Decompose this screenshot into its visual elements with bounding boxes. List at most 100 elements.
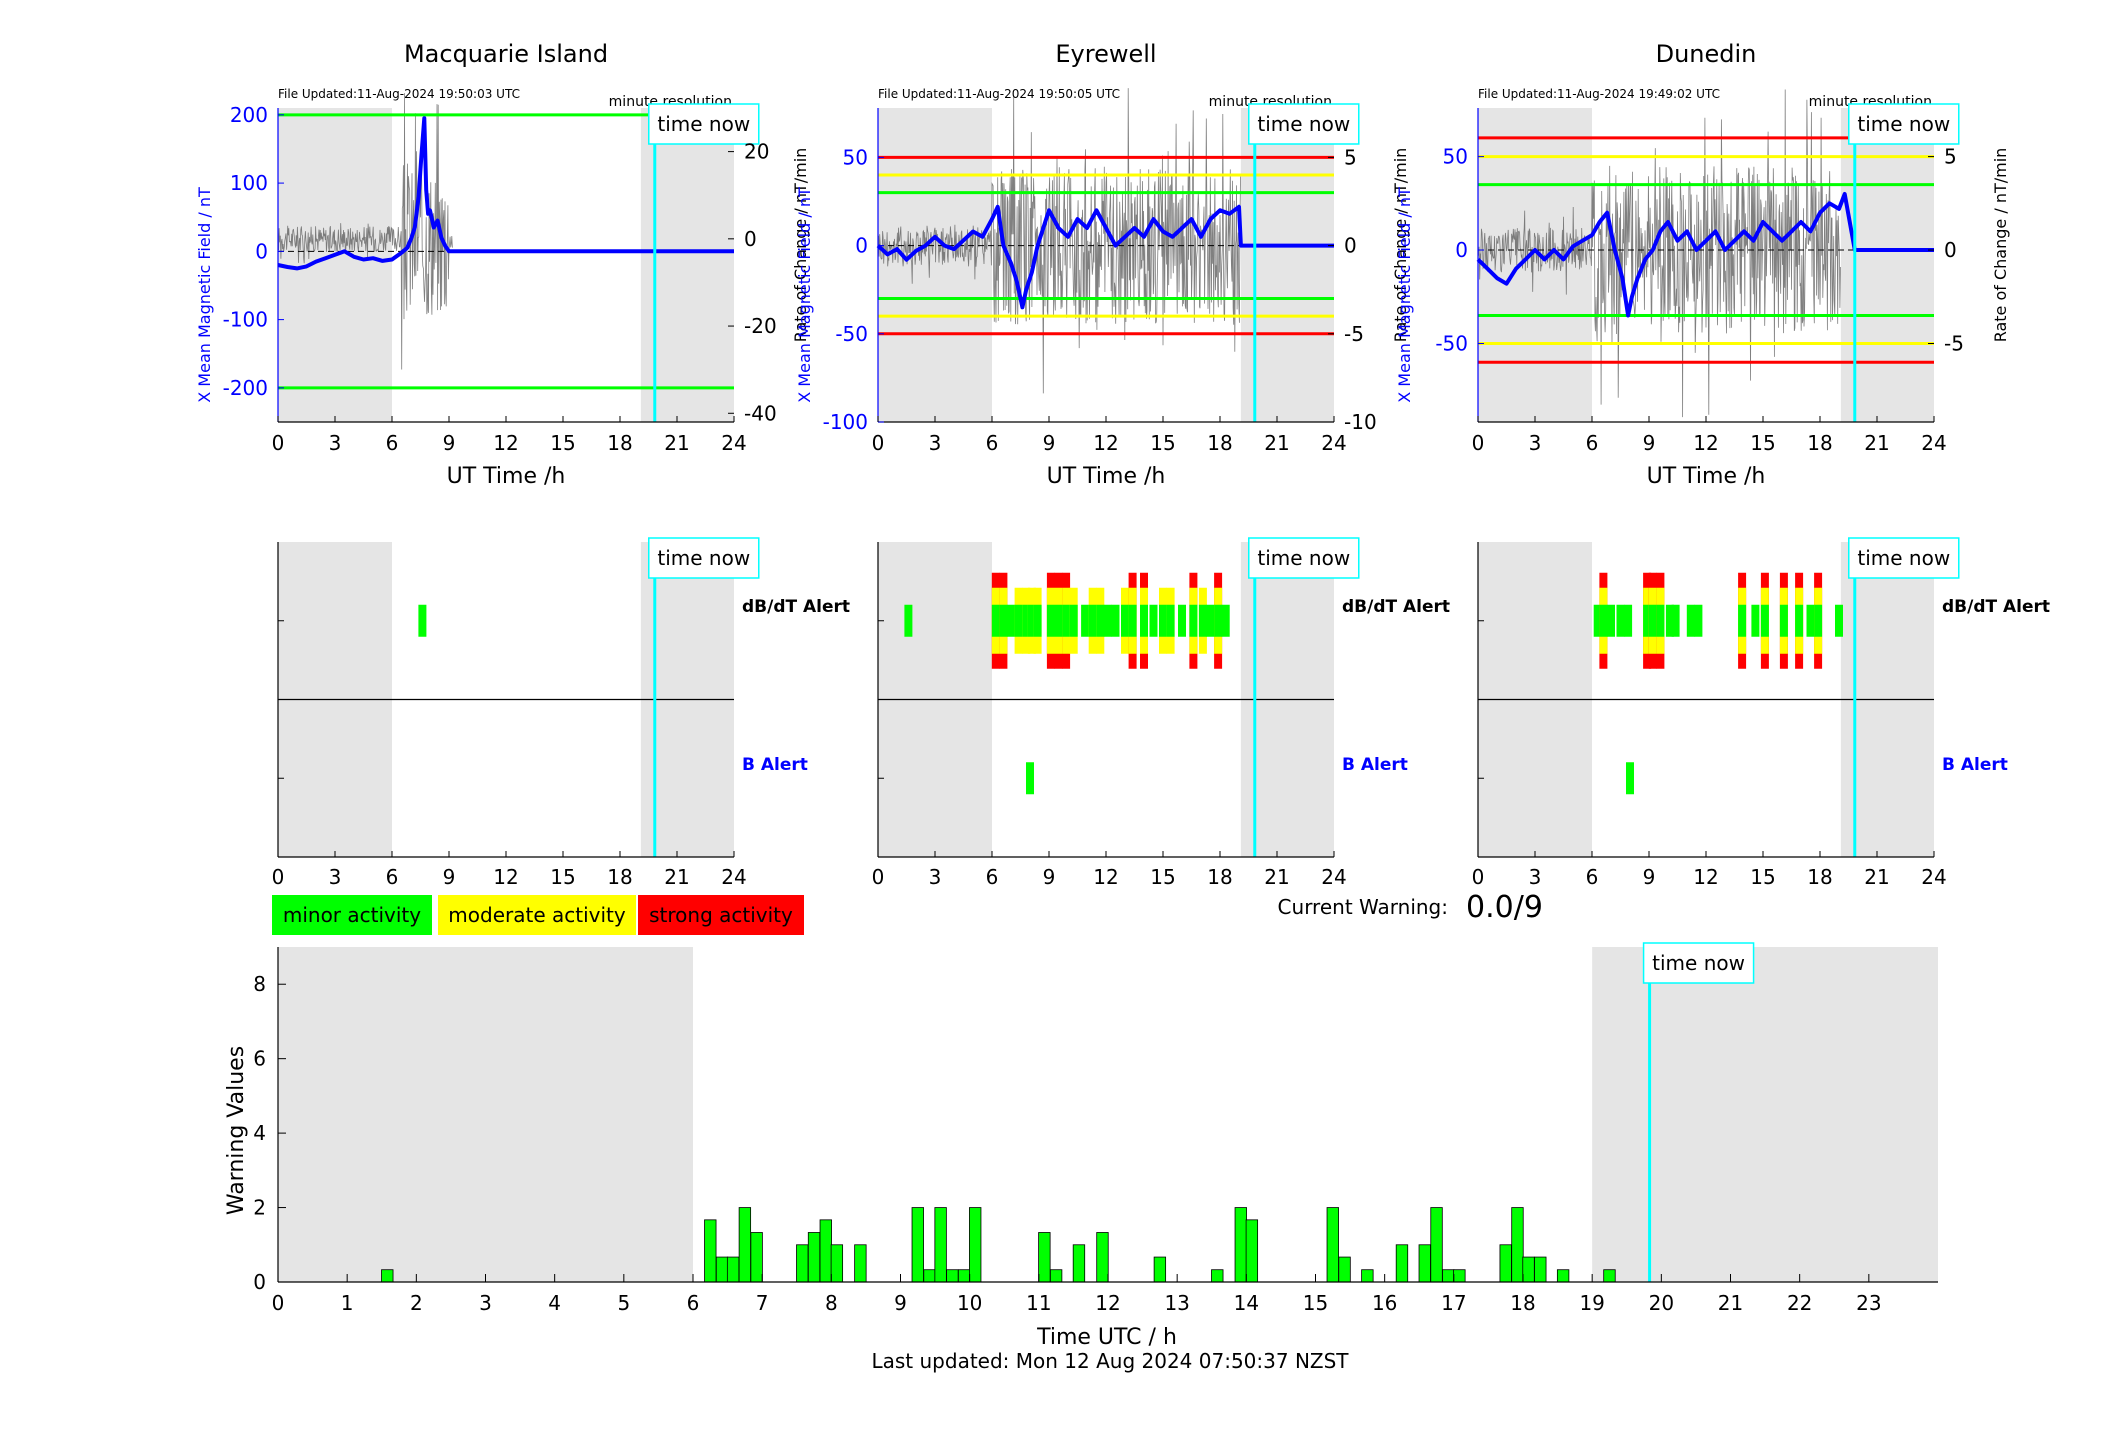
x-tick-label: 23 xyxy=(1856,1291,1881,1315)
grey-band xyxy=(640,108,734,422)
x-tick-label: 5 xyxy=(617,1291,630,1315)
x-tick-label: 6 xyxy=(1586,431,1599,455)
warning-bar xyxy=(750,1232,763,1283)
dbdt-alert-block-minor xyxy=(1656,604,1665,637)
x-tick-label: 1 xyxy=(341,1291,354,1315)
warning-bar xyxy=(830,1244,844,1283)
warning-bar xyxy=(1211,1269,1224,1283)
grey-band xyxy=(1592,947,1938,1282)
x-tick-label: 13 xyxy=(1164,1291,1189,1315)
dbdt-alert-block-minor xyxy=(1033,604,1042,637)
dbdt-alert-block-minor xyxy=(1221,604,1230,637)
dbdt-alert-block-minor xyxy=(1121,604,1129,637)
mean-field-line xyxy=(876,204,1334,310)
station-title: Eyrewell xyxy=(1055,40,1156,68)
dbdt-alert-block-minor xyxy=(1665,604,1674,637)
dbdt-alert-block-minor xyxy=(1046,604,1055,637)
dbdt-alert-block-minor xyxy=(1599,604,1608,637)
dbdt-alert-block-minor xyxy=(1671,604,1680,637)
dbdt-alert-block-minor xyxy=(1189,604,1198,637)
grey-band xyxy=(878,108,992,422)
warning-bar xyxy=(1072,1244,1086,1283)
y-right-tick-label: 0 xyxy=(1944,238,1957,262)
y-axis-label: X Mean Magnetic Field / nT xyxy=(195,187,214,403)
y-tick-label: 50 xyxy=(843,145,868,169)
x-tick-label: 0 xyxy=(872,431,885,455)
warning-bar xyxy=(1442,1269,1455,1283)
time-now-box xyxy=(1848,103,1960,145)
dbdt-alert-block-minor xyxy=(1111,604,1120,637)
x-tick-label: 20 xyxy=(1649,1291,1674,1315)
x-axis-label: UT Time /h xyxy=(1647,464,1766,489)
x-tick-label: 16 xyxy=(1372,1291,1397,1315)
x-tick-label: 12 xyxy=(1093,431,1118,455)
x-tick-label: 15 xyxy=(1750,431,1775,455)
rate-of-change-trace xyxy=(877,88,1241,394)
warning-bar xyxy=(1418,1244,1431,1283)
dbdt-alert-block-minor xyxy=(1088,604,1097,637)
dbdt-alert-block-minor xyxy=(1166,604,1175,637)
y-tick-label: 0 xyxy=(253,1270,266,1294)
x-tick-label: 10 xyxy=(957,1291,982,1315)
warning-bar xyxy=(854,1244,867,1283)
dbdt-alert-block-minor xyxy=(1795,604,1804,637)
dbdt-alert-block-minor xyxy=(1007,604,1015,637)
current-warning-value: 0.0/9 xyxy=(1466,890,1543,925)
x-axis-label: UT Time /h xyxy=(1047,464,1166,489)
x-tick-label: 3 xyxy=(1529,431,1542,455)
x-tick-label: 12 xyxy=(493,865,518,889)
dbdt-alert-block-minor xyxy=(1214,604,1223,637)
time-now-label: time now xyxy=(657,546,750,570)
grey-band xyxy=(1840,108,1934,422)
dbdt-alert-block-minor xyxy=(1198,604,1207,637)
y-right-tick-label: -10 xyxy=(1344,410,1377,434)
dbdt-alert-block-minor xyxy=(1814,604,1823,637)
alert-panel-macquarie-island: time now 0 3 6 9 12 15 18 21 24 dB/dT Alert B Alert xyxy=(272,537,850,889)
x-tick-label: 6 xyxy=(386,865,399,889)
warning-bar xyxy=(1511,1207,1524,1283)
x-tick-label: 3 xyxy=(479,1291,492,1315)
x-tick-label: 15 xyxy=(550,865,575,889)
x-tick-label: 6 xyxy=(386,431,399,455)
time-now-box xyxy=(1248,537,1360,579)
legend-label-strong-activity: strong activity xyxy=(649,903,793,927)
dbdt-alert-block-minor xyxy=(999,604,1008,637)
grey-band xyxy=(278,108,392,422)
warning-bar xyxy=(715,1256,729,1283)
warning-bar xyxy=(1338,1256,1351,1283)
dbdt-alert-block-minor xyxy=(1096,604,1105,637)
dbdt-alert-label: dB/dT Alert xyxy=(1342,597,1450,617)
warning-bar xyxy=(1245,1219,1259,1283)
dbdt-alert-block-minor xyxy=(1760,604,1769,637)
dbdt-alert-label: dB/dT Alert xyxy=(742,597,850,617)
x-tick-label: 17 xyxy=(1441,1291,1466,1315)
y-axis-label: X Mean Magnetic Field / nT xyxy=(1395,187,1414,403)
dbdt-alert-block-minor xyxy=(1206,604,1215,637)
warning-bar xyxy=(1534,1256,1547,1283)
x-tick-label: 18 xyxy=(1207,865,1232,889)
y-tick-label: 50 xyxy=(1443,145,1468,169)
x-tick-label: 3 xyxy=(329,865,342,889)
y-right-axis-label: Rate of Change / nT/min xyxy=(791,148,810,343)
x-tick-label: 7 xyxy=(756,1291,769,1315)
dbdt-alert-block-minor xyxy=(1178,604,1186,637)
x-tick-label: 21 xyxy=(1718,1291,1743,1315)
x-tick-label: 18 xyxy=(607,865,632,889)
time-now-box xyxy=(1848,537,1960,579)
dbdt-alert-block-minor xyxy=(1648,604,1657,637)
x-tick-label: 21 xyxy=(1264,865,1289,889)
warning-bar xyxy=(957,1269,971,1283)
warning-bar xyxy=(911,1207,924,1283)
dbdt-alert-block-minor xyxy=(1624,604,1633,637)
warning-bar xyxy=(1395,1244,1409,1283)
warning-bar xyxy=(1153,1256,1167,1283)
y-right-tick-label: 5 xyxy=(1344,145,1357,169)
x-tick-label: 9 xyxy=(443,865,456,889)
time-now-box xyxy=(1248,103,1360,145)
y-right-tick-label: 20 xyxy=(744,140,769,164)
x-tick-label: 3 xyxy=(1529,865,1542,889)
dbdt-alert-block-minor xyxy=(1643,604,1652,637)
